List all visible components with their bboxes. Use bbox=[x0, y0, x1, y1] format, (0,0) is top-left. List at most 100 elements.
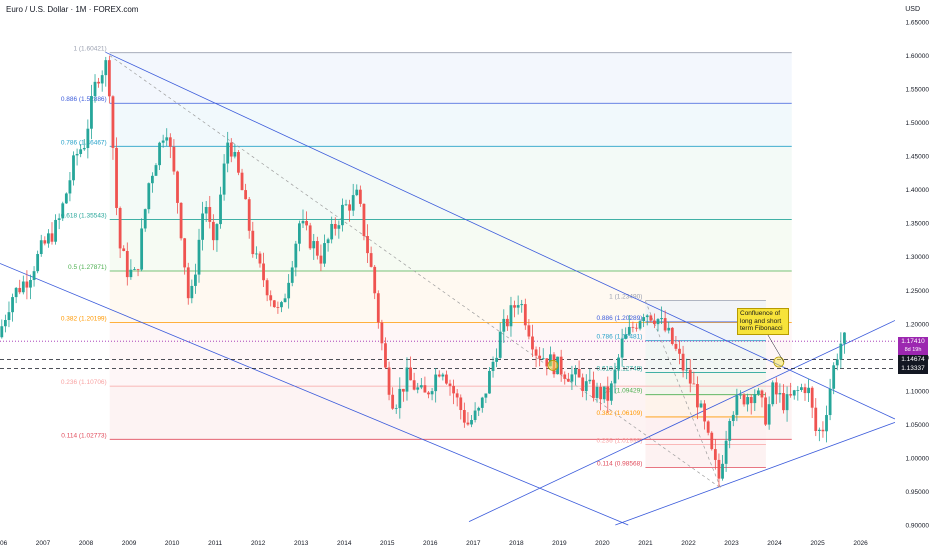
candle-body bbox=[150, 175, 154, 184]
candle-body bbox=[484, 393, 488, 398]
candle-body bbox=[233, 152, 237, 157]
candle-body bbox=[384, 343, 387, 368]
candle-body bbox=[685, 369, 689, 371]
candle-body bbox=[204, 207, 208, 214]
candle-body bbox=[728, 420, 732, 441]
countdown-label: 8d 19h bbox=[898, 347, 928, 355]
x-tick-label: 2024 bbox=[767, 540, 782, 547]
countdown-value: 8d 19h bbox=[904, 347, 922, 353]
candle-body bbox=[47, 233, 50, 244]
fib-long-zone bbox=[109, 103, 792, 147]
candle-body bbox=[678, 348, 681, 354]
candle-body bbox=[520, 304, 524, 306]
fib-short-label: 0.114 (0.98568) bbox=[597, 461, 642, 468]
confluence-annotation[interactable]: Confluence of long and short term Fibona… bbox=[737, 308, 789, 335]
candle-body bbox=[706, 421, 710, 433]
candle-body bbox=[272, 300, 276, 308]
candle-body bbox=[721, 463, 724, 479]
y-tick-label: 0.95000 bbox=[906, 489, 930, 496]
candle-body bbox=[577, 368, 581, 378]
candle-body bbox=[807, 387, 810, 394]
y-tick-label: 0.90000 bbox=[906, 523, 930, 530]
candle-body bbox=[197, 239, 201, 275]
candle-body bbox=[427, 392, 430, 395]
fib-long-label: 0.786 (1.46467) bbox=[61, 139, 107, 146]
candle-body bbox=[72, 155, 75, 181]
level-value-1: 1.14674 bbox=[901, 356, 925, 363]
fib-short-label: 0.236 (1.01999) bbox=[597, 438, 643, 445]
candle-body bbox=[140, 228, 144, 270]
candle-body bbox=[570, 374, 574, 382]
candle-body bbox=[477, 407, 481, 411]
x-tick-label: 2011 bbox=[208, 540, 222, 547]
fib-long-label: 0.886 (1.52886) bbox=[61, 96, 107, 103]
candle-body bbox=[566, 378, 570, 382]
x-tick-label: 2014 bbox=[337, 540, 352, 547]
candle-body bbox=[280, 302, 283, 308]
x-tick-label: 2012 bbox=[251, 540, 266, 547]
candle-body bbox=[355, 189, 359, 196]
fib-short-trendline bbox=[645, 300, 722, 489]
chart-title: Euro / U.S. Dollar · 1M · FOREX.com bbox=[6, 5, 139, 14]
candle-body bbox=[710, 432, 714, 450]
candle-body bbox=[480, 397, 484, 408]
candle-body bbox=[211, 221, 215, 241]
candle-body bbox=[337, 225, 341, 229]
x-tick-label: 2017 bbox=[466, 540, 481, 547]
x-tick-label: 2025 bbox=[810, 540, 825, 547]
candle-body bbox=[229, 142, 233, 157]
candle-body bbox=[785, 394, 789, 411]
candle-body bbox=[470, 420, 473, 425]
candle-body bbox=[839, 343, 843, 360]
candle-body bbox=[97, 81, 101, 84]
fib-long-zone bbox=[109, 219, 792, 272]
candle-body bbox=[376, 293, 380, 323]
candle-body bbox=[498, 331, 502, 358]
candle-body bbox=[366, 236, 369, 254]
confluence-marker bbox=[547, 359, 559, 371]
fib-long-zone bbox=[109, 146, 792, 220]
candle-body bbox=[656, 319, 660, 325]
candle-body bbox=[398, 388, 402, 409]
candle-body bbox=[771, 382, 775, 405]
candle-body bbox=[792, 390, 796, 396]
candle-body bbox=[269, 295, 273, 301]
candle-body bbox=[502, 318, 506, 332]
candle-body bbox=[330, 223, 334, 240]
candle-body bbox=[742, 394, 746, 405]
candle-body bbox=[68, 180, 72, 194]
x-tick-label: 2015 bbox=[380, 540, 395, 547]
candle-body bbox=[523, 304, 527, 326]
candle-body bbox=[104, 60, 108, 76]
candle-body bbox=[100, 75, 104, 84]
candle-body bbox=[79, 149, 83, 154]
candle-body bbox=[692, 383, 696, 385]
fib-long-trendline bbox=[109, 55, 721, 489]
candle-body bbox=[459, 397, 463, 411]
candle-body bbox=[276, 307, 280, 308]
candle-body bbox=[513, 305, 516, 308]
candle-body bbox=[0, 326, 4, 338]
candle-body bbox=[760, 390, 764, 398]
uptrend-lower-line bbox=[615, 422, 896, 526]
candle-body bbox=[262, 263, 265, 281]
candle-body bbox=[258, 253, 262, 264]
candle-body bbox=[756, 390, 760, 395]
x-tick-label: 2006 bbox=[0, 540, 8, 547]
y-tick-label: 1.00000 bbox=[906, 455, 930, 462]
candle-body bbox=[703, 403, 706, 422]
y-tick-label: 1.30000 bbox=[906, 254, 930, 261]
candle-body bbox=[803, 387, 807, 394]
x-tick-label: 2021 bbox=[638, 540, 653, 547]
candle-body bbox=[696, 384, 699, 408]
candle-body bbox=[631, 326, 635, 328]
level-value-2: 1.13337 bbox=[901, 365, 925, 372]
y-tick-label: 1.10000 bbox=[906, 388, 930, 395]
fib-short-label: 0.382 (1.06109) bbox=[597, 410, 643, 417]
candle-body bbox=[843, 332, 846, 344]
candle-body bbox=[717, 459, 721, 479]
y-tick-label: 1.55000 bbox=[906, 87, 930, 94]
candle-body bbox=[538, 355, 542, 359]
candle-body bbox=[373, 266, 377, 294]
